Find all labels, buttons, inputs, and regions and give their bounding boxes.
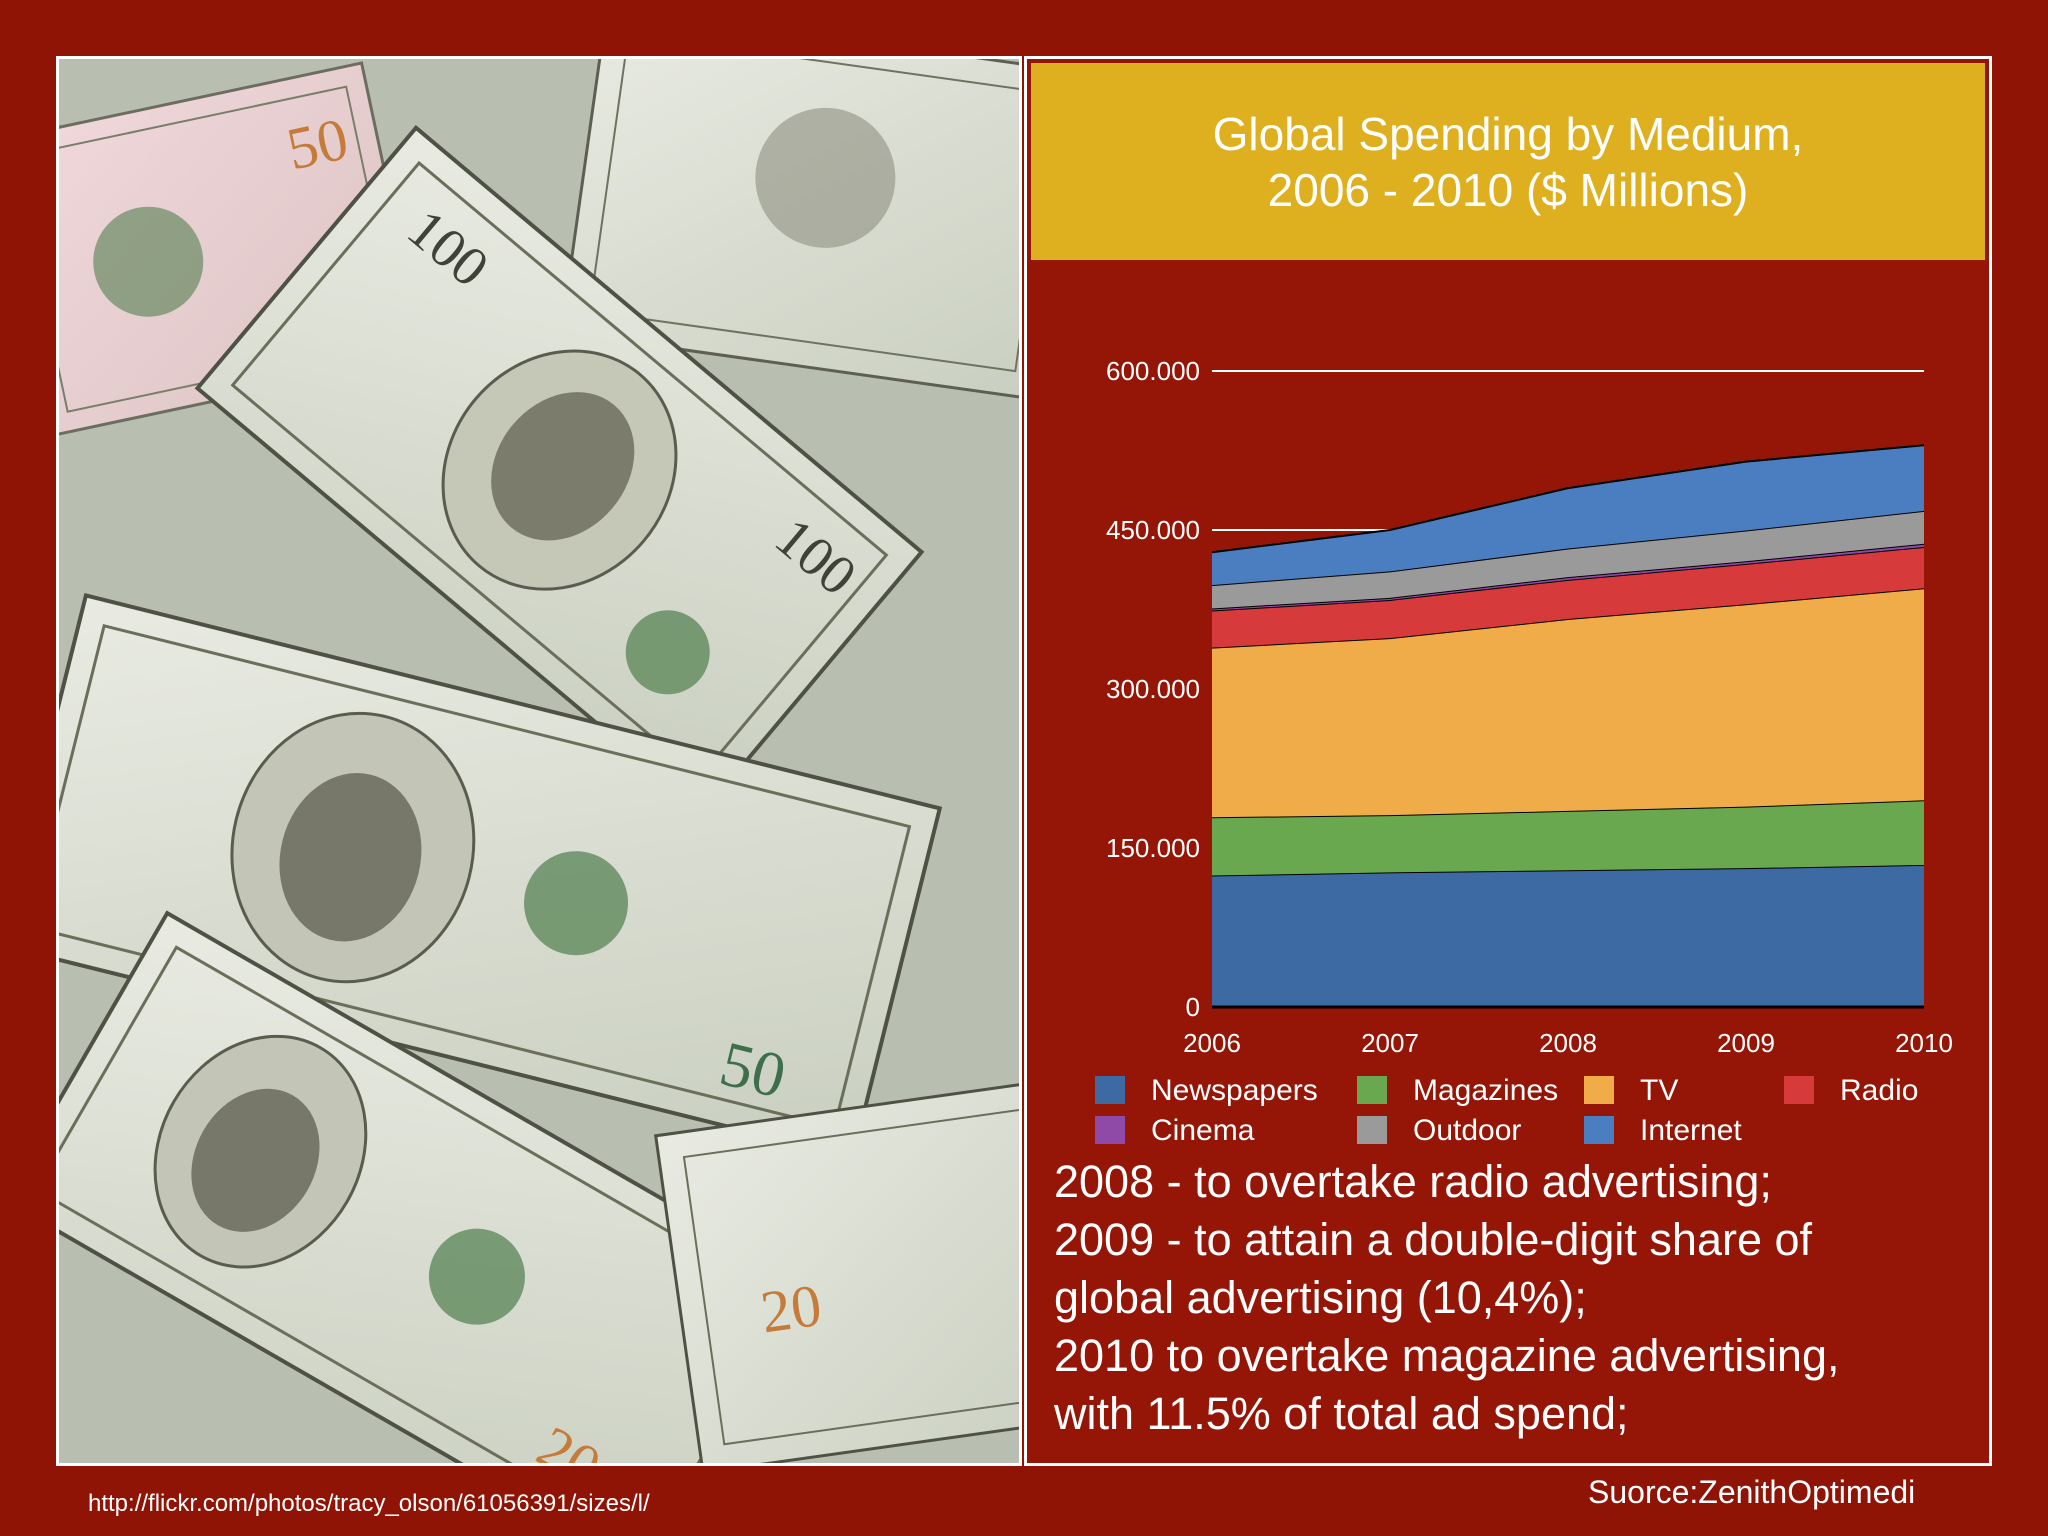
area-radio bbox=[1212, 546, 1924, 648]
y-tick-label-2: 300.000 bbox=[1106, 674, 1200, 704]
note-line-3: global advertising (10,4%); bbox=[1054, 1272, 1587, 1323]
legend: Newspapers Magazines TV Radio Cinema Outdoor I… bbox=[1095, 1074, 1918, 1144]
legend-swatch-newspapers bbox=[1095, 1076, 1125, 1104]
legend-swatch-cinema bbox=[1095, 1116, 1125, 1144]
legend-label-newspapers: Newspapers bbox=[1151, 1074, 1318, 1107]
legend-swatch-internet bbox=[1584, 1116, 1614, 1144]
photo-credit-link[interactable]: http://flickr.com/photos/tracy_olson/610… bbox=[88, 1490, 650, 1517]
legend-label-cinema: Cinema bbox=[1151, 1114, 1255, 1144]
area-newspapers bbox=[1212, 864, 1924, 1007]
y-axis-ticks: 0 150.000 300.000 450.000 600.000 bbox=[1106, 356, 1200, 1022]
y-tick-label-1: 150.000 bbox=[1106, 833, 1200, 863]
legend-label-outdoor: Outdoor bbox=[1413, 1114, 1521, 1144]
note-line-1: 2008 - to overtake radio advertising; bbox=[1054, 1156, 1772, 1207]
svg-text:20: 20 bbox=[757, 1272, 826, 1346]
banknote-100: 100 100 bbox=[194, 124, 925, 816]
legend-label-internet: Internet bbox=[1640, 1114, 1742, 1144]
chart-title: Global Spending by Medium, 2006 - 2010 (… bbox=[1213, 106, 1804, 218]
x-tick-label-1: 2007 bbox=[1361, 1028, 1419, 1058]
area-magazines bbox=[1212, 800, 1924, 876]
area-outdoor bbox=[1212, 510, 1924, 609]
area-tv bbox=[1212, 588, 1924, 818]
legend-swatch-tv bbox=[1584, 1076, 1614, 1104]
banknote-20-bottom: 20 bbox=[59, 910, 829, 1463]
money-photo: 50 100 100 50 bbox=[56, 56, 1022, 1466]
chart-title-line2: 2006 - 2010 ($ Millions) bbox=[1267, 163, 1749, 216]
x-tick-label-2: 2008 bbox=[1539, 1028, 1597, 1058]
legend-swatch-outdoor bbox=[1357, 1116, 1387, 1144]
x-axis-ticks: 2006 2007 2008 2009 2010 bbox=[1183, 1028, 1953, 1058]
note-line-2: 2009 - to attain a double-digit share of bbox=[1054, 1214, 1813, 1265]
chart-panel: Global Spending by Medium, 2006 - 2010 (… bbox=[1024, 56, 1992, 1466]
legend-swatch-radio bbox=[1784, 1076, 1814, 1104]
area-edge-internet bbox=[1211, 444, 1925, 554]
y-tick-label-3: 450.000 bbox=[1106, 515, 1200, 545]
banknote-bottom-right: 20 bbox=[654, 1075, 1019, 1463]
legend-label-radio: Radio bbox=[1840, 1074, 1918, 1107]
legend-swatch-magazines bbox=[1357, 1076, 1387, 1104]
banknote-50-middle: 50 bbox=[59, 593, 943, 1161]
area-internet bbox=[1212, 445, 1924, 586]
x-tick-label-4: 2010 bbox=[1895, 1028, 1953, 1058]
legend-label-magazines: Magazines bbox=[1413, 1074, 1558, 1107]
note-line-4: 2010 to overtake magazine advertising, bbox=[1054, 1330, 1840, 1381]
legend-label-tv: TV bbox=[1640, 1074, 1678, 1107]
area-series bbox=[1211, 444, 1925, 1009]
source-credit: Suorce:ZenithOptimedi bbox=[1588, 1474, 1916, 1510]
notes-text: 2008 - to overtake radio advertising; 20… bbox=[1054, 1153, 1974, 1443]
area-edge-cinema bbox=[1211, 542, 1925, 610]
chart-title-line1: Global Spending by Medium, bbox=[1212, 107, 1804, 160]
svg-text:50: 50 bbox=[281, 105, 353, 182]
money-photo-icon: 50 100 100 50 bbox=[59, 59, 1019, 1463]
x-tick-label-3: 2009 bbox=[1717, 1028, 1775, 1058]
x-tick-label-0: 2006 bbox=[1183, 1028, 1241, 1058]
y-tick-label-4: 600.000 bbox=[1106, 356, 1200, 386]
banknote-top-right bbox=[559, 59, 1019, 402]
note-line-5: with 11.5% of total ad spend; bbox=[1054, 1388, 1629, 1439]
y-tick-label-0: 0 bbox=[1186, 992, 1200, 1022]
chart-title-box: Global Spending by Medium, 2006 - 2010 (… bbox=[1031, 63, 1985, 260]
